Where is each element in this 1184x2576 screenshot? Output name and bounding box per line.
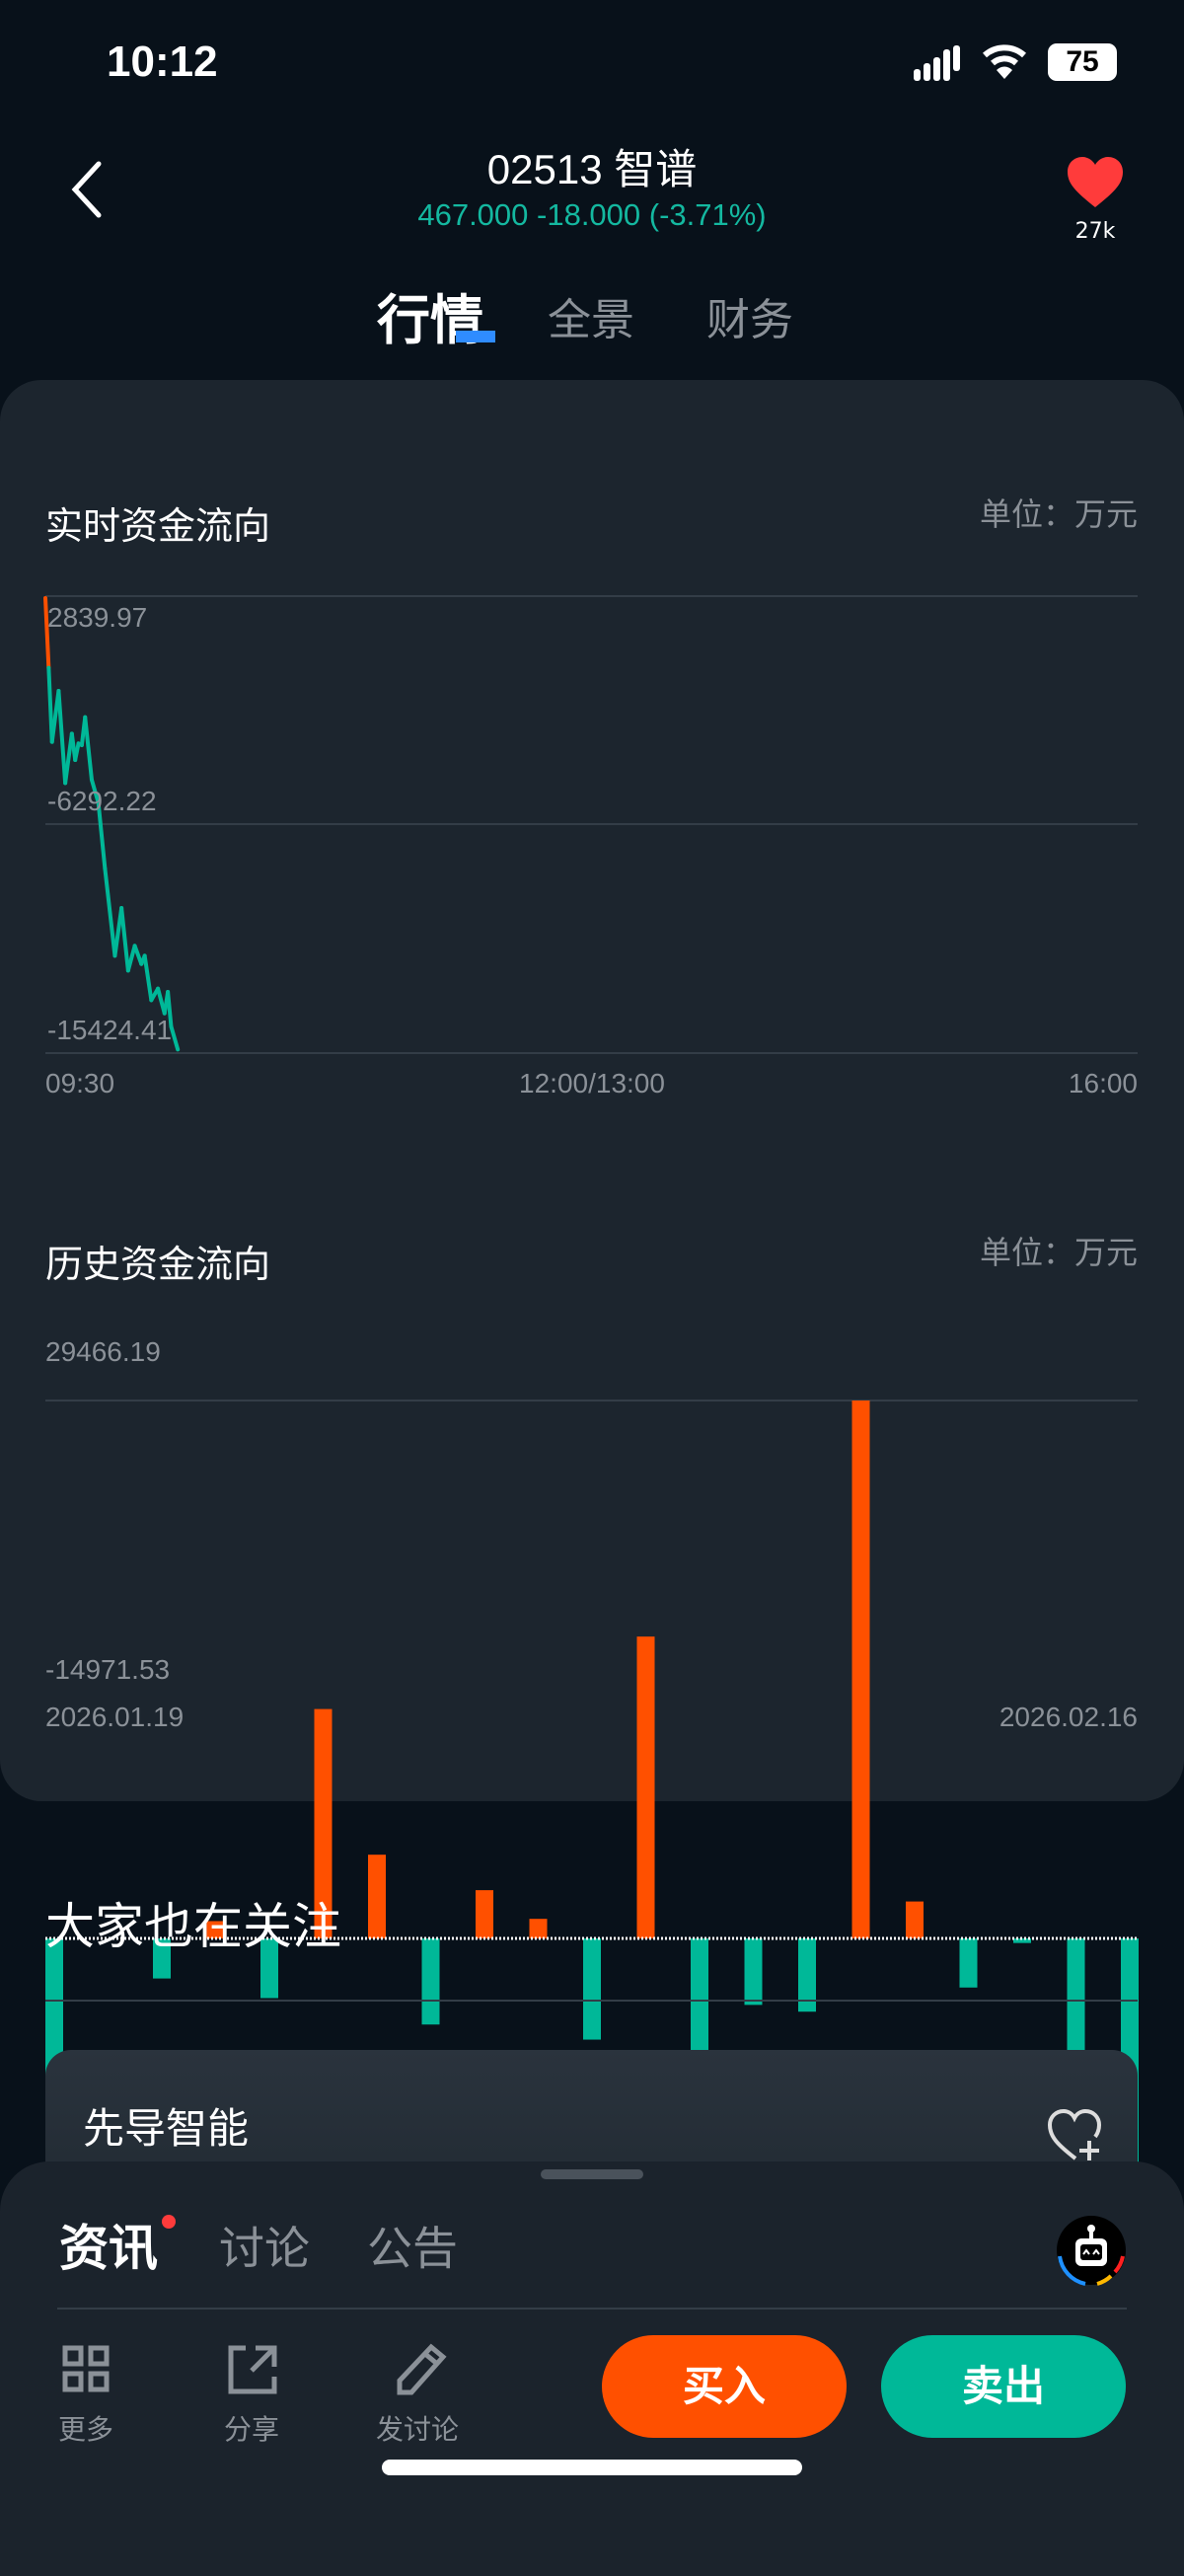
tab-news[interactable]: 资讯 bbox=[59, 2220, 158, 2277]
tab-indicator bbox=[456, 331, 495, 342]
line-segment bbox=[125, 944, 137, 973]
bar bbox=[476, 1890, 493, 1939]
line-segment bbox=[169, 1024, 181, 1052]
unread-badge bbox=[162, 2215, 176, 2229]
y-tick-label: 2839.97 bbox=[47, 602, 148, 633]
tab-finance[interactable]: 财务 bbox=[706, 295, 793, 345]
bar bbox=[1013, 1938, 1031, 1943]
bar bbox=[421, 1938, 440, 2025]
tab-overview[interactable]: 全景 bbox=[548, 295, 634, 345]
bar bbox=[260, 1938, 278, 1999]
line-segment bbox=[142, 953, 154, 1003]
follow-section-title: 大家也在关注 bbox=[45, 1898, 341, 1955]
gridline bbox=[45, 823, 1138, 825]
line-segment bbox=[46, 665, 54, 744]
x-tick-label: 12:00/13:00 bbox=[519, 1068, 665, 1099]
gridline bbox=[45, 595, 1138, 597]
realtime-unit: 单位：万元 bbox=[979, 495, 1138, 533]
line-segment bbox=[56, 688, 68, 786]
line-segment bbox=[43, 596, 51, 670]
more-button[interactable]: 更多 bbox=[27, 2335, 145, 2446]
bar bbox=[529, 1919, 548, 1939]
bar bbox=[744, 1938, 763, 2006]
line-segment bbox=[166, 990, 174, 1029]
bar bbox=[798, 1938, 816, 2012]
bar bbox=[314, 1708, 333, 1939]
realtime-line-chart bbox=[43, 596, 181, 1052]
x-tick-label: 09:30 bbox=[45, 1068, 115, 1099]
drag-handle[interactable] bbox=[541, 2169, 643, 2179]
wifi-icon bbox=[983, 44, 1026, 79]
stock-quote: 467.000 -18.000 (-3.71%) bbox=[417, 197, 767, 232]
x-tick-label: 16:00 bbox=[1068, 1068, 1138, 1099]
grid-icon bbox=[62, 2345, 110, 2392]
line-segment bbox=[119, 906, 130, 973]
home-indicator bbox=[382, 2460, 802, 2475]
buy-button[interactable]: 买入 bbox=[602, 2335, 847, 2438]
stock-title: 02513 智谱 bbox=[486, 146, 698, 192]
pencil-icon bbox=[397, 2343, 447, 2395]
bar bbox=[583, 1938, 601, 2040]
bar bbox=[906, 1901, 924, 1939]
favorite-count: 27k bbox=[1074, 219, 1116, 244]
line-segment bbox=[73, 741, 81, 763]
history-title: 历史资金流向 bbox=[45, 1243, 271, 1286]
line-segment bbox=[83, 715, 94, 783]
line-segment bbox=[96, 800, 108, 871]
battery-indicator: 75 bbox=[1048, 43, 1117, 81]
heart-icon[interactable] bbox=[1066, 156, 1125, 209]
y-tick-label: 29466.19 bbox=[45, 1336, 161, 1367]
heart-plus-icon[interactable] bbox=[1046, 2107, 1103, 2164]
bar bbox=[636, 1636, 655, 1939]
y-tick-label: -14971.53 bbox=[45, 1654, 171, 1685]
signal-icon bbox=[914, 45, 960, 81]
y-tick-label: -15424.41 bbox=[47, 1015, 173, 1045]
sell-button[interactable]: 卖出 bbox=[881, 2335, 1126, 2438]
back-icon[interactable] bbox=[69, 160, 105, 219]
post-discussion-label: 发讨论 bbox=[375, 2413, 459, 2446]
bar bbox=[851, 1401, 870, 1939]
bar bbox=[959, 1938, 978, 1988]
divider bbox=[57, 2308, 1127, 2310]
ai-robot-icon[interactable] bbox=[1056, 2213, 1127, 2288]
bar bbox=[153, 1938, 171, 1979]
more-label: 更多 bbox=[57, 2413, 113, 2446]
share-button[interactable]: 分享 bbox=[192, 2335, 311, 2446]
tab-discussion[interactable]: 讨论 bbox=[219, 2222, 310, 2275]
share-icon bbox=[228, 2345, 277, 2394]
status-time: 10:12 bbox=[107, 38, 218, 86]
share-label: 分享 bbox=[223, 2413, 279, 2446]
divider bbox=[45, 2000, 1138, 2002]
line-segment bbox=[103, 867, 117, 958]
fund-flow-card bbox=[0, 380, 1184, 1801]
x-tick-label: 2026.01.19 bbox=[45, 1702, 185, 1732]
line-segment bbox=[63, 731, 74, 786]
gridline bbox=[45, 1052, 1138, 1054]
x-tick-label: 2026.02.16 bbox=[999, 1702, 1138, 1732]
bar bbox=[368, 1855, 386, 1939]
y-tick-label: -6292.22 bbox=[47, 786, 157, 816]
gridline bbox=[45, 1400, 1138, 1402]
realtime-title: 实时资金流向 bbox=[45, 504, 271, 548]
post-discussion-button[interactable]: 发讨论 bbox=[358, 2335, 477, 2446]
history-unit: 单位：万元 bbox=[979, 1234, 1138, 1271]
line-segment bbox=[89, 778, 101, 805]
tab-announcement[interactable]: 公告 bbox=[367, 2222, 458, 2275]
bar bbox=[206, 1921, 225, 1939]
follow-item-name: 先导智能 bbox=[83, 2104, 250, 2153]
line-segment bbox=[132, 944, 144, 966]
